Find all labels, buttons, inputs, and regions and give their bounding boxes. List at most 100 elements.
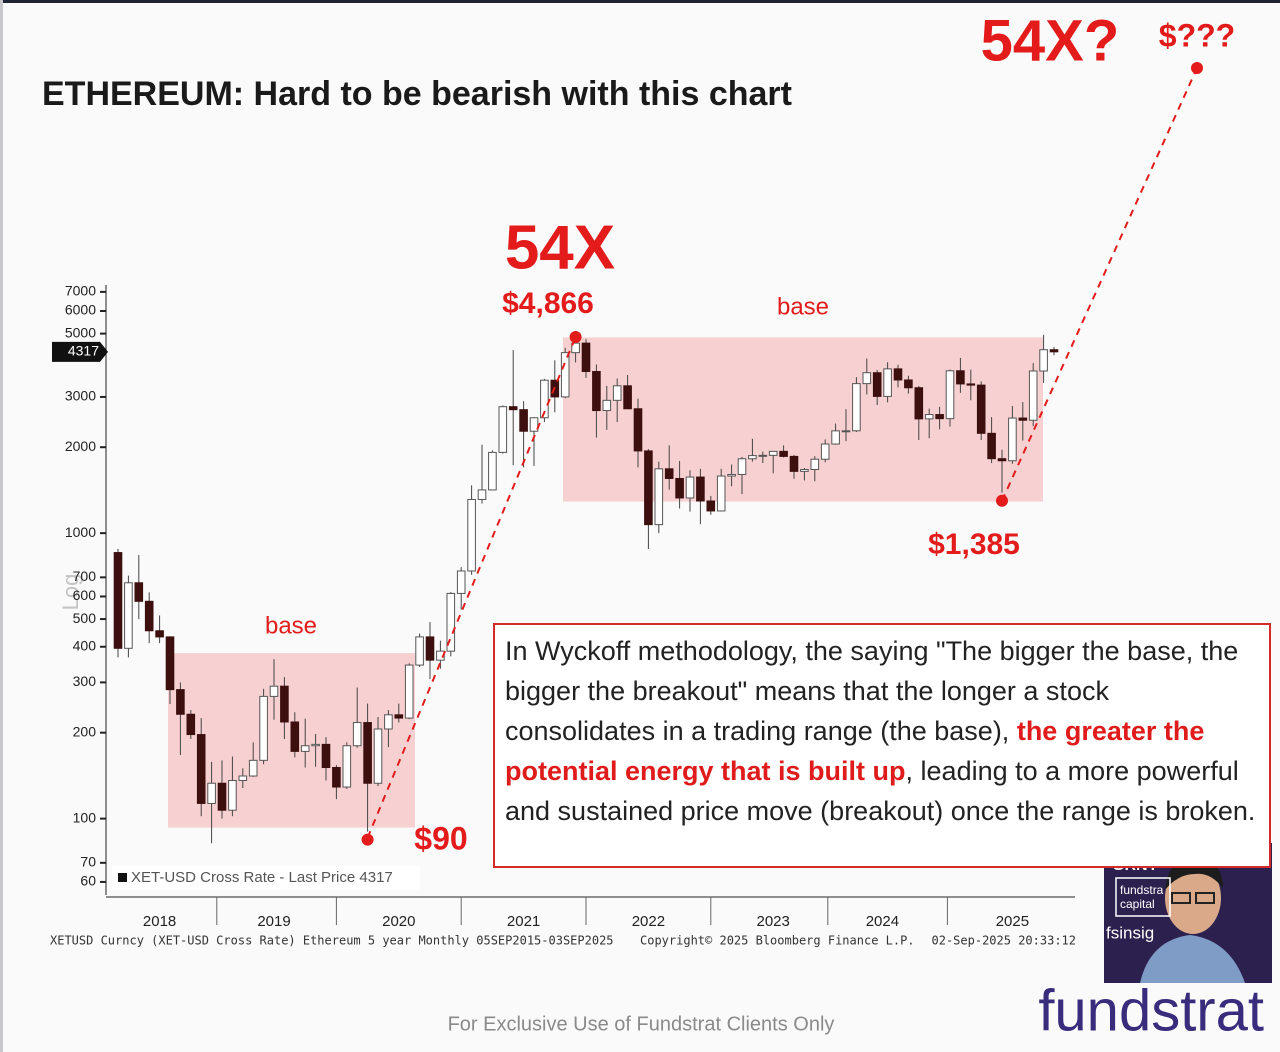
candle-body — [800, 468, 809, 472]
last-price-label: 4317 — [68, 343, 99, 359]
candle-body — [675, 477, 684, 499]
y-tick-label: 600 — [73, 587, 97, 603]
candle-body — [924, 414, 934, 420]
candle-body — [144, 600, 154, 632]
video-brand: capital — [1120, 897, 1155, 911]
candle-body — [207, 782, 216, 804]
annotation-dot — [996, 494, 1008, 507]
annotation-label: $4,866 — [502, 287, 594, 320]
candle-body — [113, 552, 123, 649]
legend-box — [112, 866, 420, 890]
candle-body — [384, 714, 393, 730]
y-tick-label: 6000 — [65, 302, 96, 318]
candle-body — [165, 636, 175, 691]
glasses — [1171, 892, 1191, 904]
candle-body — [654, 468, 664, 526]
annotation-dot — [569, 330, 582, 343]
candle-body — [904, 379, 913, 389]
candle-body — [758, 454, 768, 457]
annotation-dot — [361, 833, 374, 846]
x-tick-label: 2021 — [507, 913, 540, 930]
candle-body — [269, 685, 279, 697]
person-suit — [1140, 935, 1245, 983]
candle-body — [363, 722, 372, 784]
candle-body — [737, 458, 747, 475]
candle-body — [134, 582, 144, 602]
candle-body — [789, 455, 799, 472]
candle-body — [519, 409, 528, 432]
video-brand: fundstra — [1120, 883, 1164, 897]
candle-body — [768, 450, 778, 456]
timestamp: 02-Sep-2025 20:33:12 — [932, 934, 1077, 948]
candle-body — [862, 372, 872, 385]
candle-body — [342, 745, 352, 788]
candle-body — [810, 458, 820, 470]
candle-body — [352, 722, 362, 747]
candle-body — [779, 450, 788, 457]
y-tick-label: 700 — [73, 568, 97, 584]
candle-body — [696, 476, 705, 502]
candle-body — [488, 451, 497, 491]
target-heading: 54X? — [981, 8, 1120, 73]
y-tick-label: 100 — [73, 809, 97, 825]
x-tick-label: 2023 — [757, 913, 790, 930]
candle-body — [706, 500, 716, 512]
candle-body — [956, 370, 965, 385]
glasses — [1195, 892, 1215, 904]
annotation-label: $90 — [414, 820, 467, 856]
candle-body — [529, 417, 539, 432]
candle-body — [820, 443, 830, 460]
candle-body — [373, 728, 383, 784]
x-tick-label: 2019 — [257, 913, 290, 930]
x-tick-label: 2024 — [866, 913, 899, 930]
candle-body — [259, 695, 268, 761]
x-tick-label: 2018 — [143, 913, 176, 930]
candle-body — [456, 570, 466, 594]
text: , leading to a more powerful and sustain… — [505, 756, 1256, 826]
candle-body — [852, 383, 861, 432]
candle-body — [581, 342, 591, 373]
candle-body — [841, 430, 851, 433]
text-box: In Wyckoff methodology, the saying "The … — [493, 623, 1271, 868]
candle-body — [571, 342, 580, 354]
candle-body — [716, 475, 726, 512]
candle-body — [467, 498, 476, 572]
brand-box — [1115, 877, 1171, 917]
candle-body — [228, 779, 237, 811]
candle-body — [560, 352, 570, 398]
candle-body — [935, 414, 944, 420]
candle-body — [592, 371, 601, 412]
y-tick-label: 400 — [73, 637, 97, 653]
x-tick-label: 2020 — [382, 913, 415, 930]
candle-body — [155, 630, 164, 638]
candle-body — [966, 383, 976, 386]
candle-body — [446, 592, 456, 652]
candle-body — [664, 468, 674, 479]
copyright: Copyright© 2025 Bloomberg Finance L.P. — [640, 934, 915, 948]
candle-body — [997, 458, 1007, 462]
candle-body — [321, 743, 331, 769]
target-dot — [1191, 62, 1203, 74]
chart-title: ETHEREUM: Hard to be bearish with this c… — [42, 75, 792, 113]
left-edge — [0, 0, 3, 1052]
base-range — [563, 337, 1043, 502]
candle-body — [945, 370, 955, 420]
candle-body — [976, 384, 986, 434]
last-price-tag — [52, 341, 108, 362]
candle-body — [1008, 417, 1017, 462]
candle-body — [914, 387, 924, 420]
emphasis-text: the greater the potential energy that is… — [505, 716, 1205, 786]
annotation-label: $1,385 — [928, 528, 1020, 561]
candle-body — [540, 379, 549, 419]
candle-body — [280, 685, 289, 723]
candle-body — [404, 664, 414, 719]
y-axis-label: Log — [58, 574, 83, 611]
candle-body — [602, 399, 612, 412]
y-tick-label: 2000 — [65, 438, 96, 454]
candle-body — [508, 406, 518, 411]
candle-body — [1039, 349, 1048, 372]
candle-body — [623, 385, 632, 410]
candle-body — [498, 406, 508, 453]
x-tick-label: 2025 — [996, 913, 1029, 930]
